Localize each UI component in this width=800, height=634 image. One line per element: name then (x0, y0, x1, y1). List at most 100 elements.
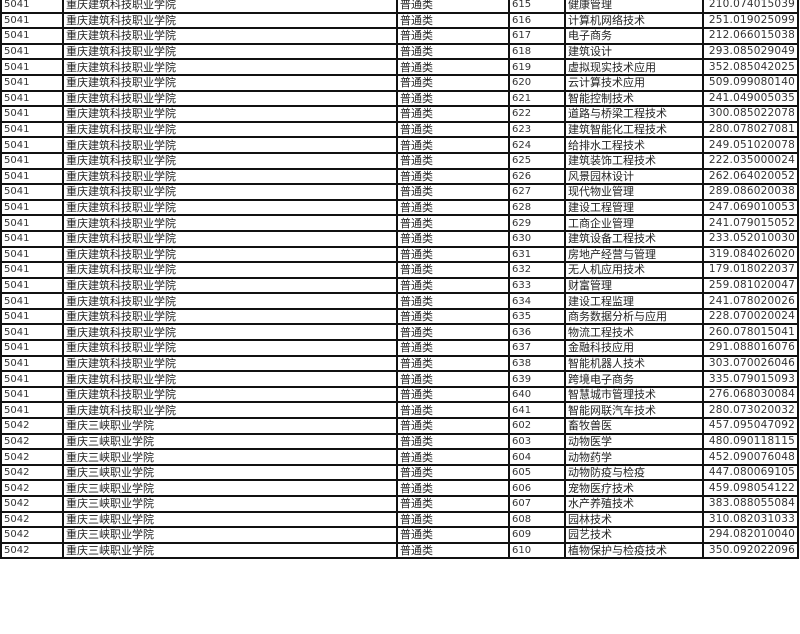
score-cell: 447.080069105 (702, 463, 799, 482)
school-code-cell: 5041 (0, 105, 64, 123)
major-name-cell: 道路与桥梁工程技术 (564, 105, 704, 123)
school-name-cell: 重庆三峡职业学院 (62, 510, 398, 529)
major-name-cell: 建设工程监理 (564, 292, 704, 310)
table-row: 5041 重庆建筑科技职业学院 普通类 627 现代物业管理 289.086020038 (0, 183, 799, 201)
school-name-cell: 重庆建筑科技职业学院 (62, 339, 398, 357)
major-name-cell: 商务数据分析与应用 (564, 307, 704, 326)
school-name-cell: 重庆建筑科技职业学院 (62, 214, 398, 232)
score-cell: 233.052010030 (702, 229, 799, 248)
school-code-cell: 5041 (0, 11, 64, 30)
score-cell: 247.069010053 (702, 198, 799, 217)
category-cell: 普通类 (396, 89, 510, 108)
major-code-cell: 604 (508, 448, 566, 466)
category-cell: 普通类 (396, 385, 510, 404)
school-name-cell: 重庆建筑科技职业学院 (62, 323, 398, 342)
school-code-cell: 5042 (0, 432, 64, 451)
score-cell: 319.084026020 (702, 245, 799, 264)
school-name-cell: 重庆建筑科技职业学院 (62, 354, 398, 373)
table-row: 5042 重庆三峡职业学院 普通类 602 畜牧兽医 457.095047092 (0, 417, 799, 435)
table-row: 5042 重庆三峡职业学院 普通类 608 园林技术 310.082031033 (0, 510, 799, 529)
major-name-cell: 建筑设计 (564, 42, 704, 61)
major-code-cell: 609 (508, 526, 566, 544)
category-cell: 普通类 (396, 339, 510, 357)
score-cell: 212.066015038 (702, 27, 799, 45)
major-name-cell: 跨境电子商务 (564, 370, 704, 388)
school-name-cell: 重庆三峡职业学院 (62, 526, 398, 544)
major-code-cell: 603 (508, 432, 566, 451)
school-code-cell: 5041 (0, 198, 64, 217)
score-cell: 260.078015041 (702, 323, 799, 342)
table-body: 5041 重庆建筑科技职业学院 普通类 615 健康管理 210.074015039 504… (0, 0, 799, 560)
score-cell: 280.073020032 (702, 401, 799, 420)
school-code-cell: 5041 (0, 0, 64, 14)
score-cell: 241.078020026 (702, 292, 799, 310)
major-code-cell: 633 (508, 276, 566, 295)
school-name-cell: 重庆建筑科技职业学院 (62, 58, 398, 76)
school-code-cell: 5041 (0, 136, 64, 154)
school-name-cell: 重庆建筑科技职业学院 (62, 401, 398, 420)
score-cell: 293.085029049 (702, 42, 799, 61)
category-cell: 普通类 (396, 183, 510, 201)
table-row: 5042 重庆三峡职业学院 普通类 609 园艺技术 294.082010040 (0, 526, 799, 544)
school-name-cell: 重庆三峡职业学院 (62, 448, 398, 466)
school-code-cell: 5041 (0, 370, 64, 388)
table-row: 5041 重庆建筑科技职业学院 普通类 620 云计算技术应用 509.099080140 (0, 73, 799, 92)
score-cell: 222.035000024 (702, 151, 799, 170)
category-cell: 普通类 (396, 105, 510, 123)
score-cell: 249.051020078 (702, 136, 799, 154)
school-name-cell: 重庆建筑科技职业学院 (62, 11, 398, 30)
major-code-cell: 619 (508, 58, 566, 76)
score-cell: 303.070026046 (702, 354, 799, 373)
school-code-cell: 5042 (0, 495, 64, 513)
table-row: 5041 重庆建筑科技职业学院 普通类 640 智慧城市管理技术 276.06803008… (0, 385, 799, 404)
category-cell: 普通类 (396, 167, 510, 186)
school-name-cell: 重庆建筑科技职业学院 (62, 370, 398, 388)
school-code-cell: 5041 (0, 307, 64, 326)
major-code-cell: 617 (508, 27, 566, 45)
major-name-cell: 无人机应用技术 (564, 261, 704, 279)
school-code-cell: 5042 (0, 541, 64, 560)
table-row: 5042 重庆三峡职业学院 普通类 610 植物保护与检疫技术 350.092022096 (0, 541, 799, 560)
table-row: 5041 重庆建筑科技职业学院 普通类 635 商务数据分析与应用 228.0700200… (0, 307, 799, 326)
table-row: 5041 重庆建筑科技职业学院 普通类 619 虚拟现实技术应用 352.08504202… (0, 58, 799, 76)
major-code-cell: 622 (508, 105, 566, 123)
category-cell: 普通类 (396, 292, 510, 310)
major-name-cell: 现代物业管理 (564, 183, 704, 201)
table-row: 5041 重庆建筑科技职业学院 普通类 639 跨境电子商务 335.079015093 (0, 370, 799, 388)
school-name-cell: 重庆三峡职业学院 (62, 495, 398, 513)
category-cell: 普通类 (396, 261, 510, 279)
score-cell: 294.082010040 (702, 526, 799, 544)
table-row: 5041 重庆建筑科技职业学院 普通类 617 电子商务 212.066015038 (0, 27, 799, 45)
major-name-cell: 园林技术 (564, 510, 704, 529)
major-code-cell: 616 (508, 11, 566, 30)
school-code-cell: 5042 (0, 526, 64, 544)
score-cell: 459.098054122 (702, 479, 799, 497)
school-name-cell: 重庆建筑科技职业学院 (62, 183, 398, 201)
school-code-cell: 5042 (0, 479, 64, 497)
category-cell: 普通类 (396, 245, 510, 264)
major-code-cell: 602 (508, 417, 566, 435)
major-code-cell: 629 (508, 214, 566, 232)
school-name-cell: 重庆建筑科技职业学院 (62, 120, 398, 139)
school-name-cell: 重庆建筑科技职业学院 (62, 105, 398, 123)
table-row: 5041 重庆建筑科技职业学院 普通类 629 工商企业管理 241.079015052 (0, 214, 799, 232)
table-row: 5041 重庆建筑科技职业学院 普通类 634 建设工程监理 241.078020026 (0, 292, 799, 310)
score-cell: 259.081020047 (702, 276, 799, 295)
table-row: 5041 重庆建筑科技职业学院 普通类 636 物流工程技术 260.078015041 (0, 323, 799, 342)
score-cell: 241.079015052 (702, 214, 799, 232)
score-cell: 457.095047092 (702, 417, 799, 435)
major-code-cell: 630 (508, 229, 566, 248)
school-name-cell: 重庆建筑科技职业学院 (62, 261, 398, 279)
major-code-cell: 625 (508, 151, 566, 170)
score-cell: 352.085042025 (702, 58, 799, 76)
major-name-cell: 房地产经营与管理 (564, 245, 704, 264)
major-name-cell: 工商企业管理 (564, 214, 704, 232)
major-code-cell: 621 (508, 89, 566, 108)
category-cell: 普通类 (396, 73, 510, 92)
score-cell: 228.070020024 (702, 307, 799, 326)
category-cell: 普通类 (396, 214, 510, 232)
major-name-cell: 财富管理 (564, 276, 704, 295)
table-row: 5041 重庆建筑科技职业学院 普通类 621 智能控制技术 241.049005035 (0, 89, 799, 108)
score-cell: 291.088016076 (702, 339, 799, 357)
score-cell: 335.079015093 (702, 370, 799, 388)
